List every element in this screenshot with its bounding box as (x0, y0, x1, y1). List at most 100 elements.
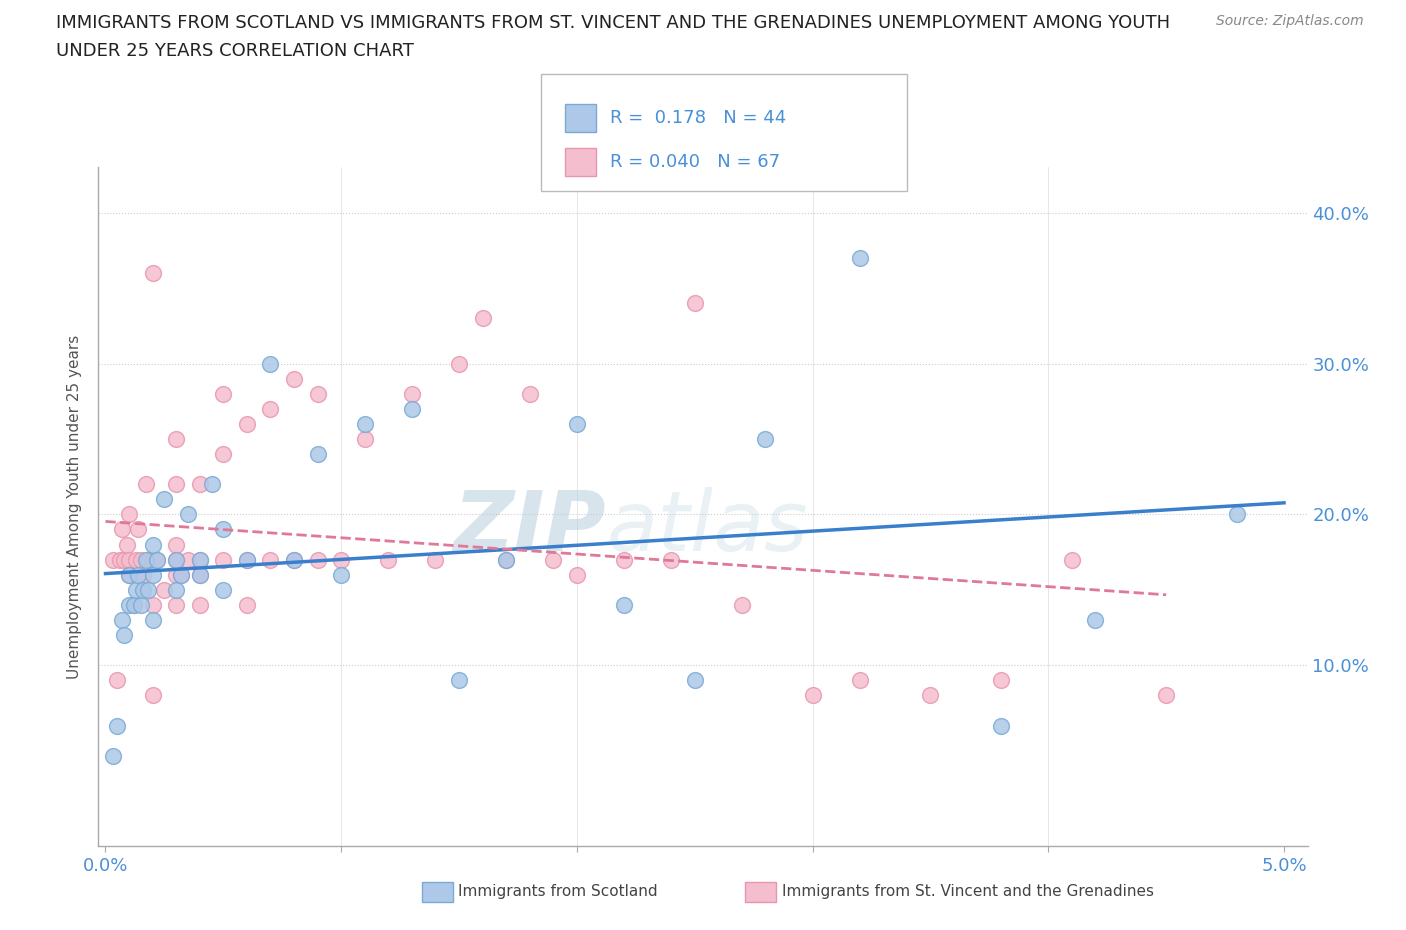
Point (401, 386, 423, 401)
Point (127, 522, 149, 537)
Point (112, 628, 135, 643)
Point (212, 522, 235, 537)
Point (153, 582, 176, 597)
Point (142, 538, 165, 552)
Point (236, 552, 259, 567)
Point (112, 552, 135, 567)
Point (132, 567, 155, 582)
Point (101, 749, 124, 764)
Point (105, 718, 128, 733)
Point (122, 597, 145, 612)
Point (330, 552, 353, 567)
Point (118, 567, 141, 582)
Point (118, 507, 141, 522)
Point (200, 477, 222, 492)
Point (165, 538, 187, 552)
Point (848, 250, 870, 265)
Point (353, 432, 375, 446)
Point (236, 417, 259, 432)
Point (142, 552, 165, 567)
Point (118, 597, 141, 612)
Y-axis label: Unemployment Among Youth under 25 years: Unemployment Among Youth under 25 years (67, 335, 83, 679)
Point (401, 402, 423, 417)
Point (353, 417, 375, 432)
Point (731, 597, 754, 612)
Point (146, 552, 169, 567)
Point (101, 552, 124, 567)
Point (259, 402, 281, 417)
Point (990, 718, 1012, 733)
Point (1060, 552, 1083, 567)
Point (170, 567, 193, 582)
Text: atlas: atlas (606, 486, 808, 567)
Point (212, 552, 235, 567)
Point (519, 386, 541, 401)
Point (188, 567, 211, 582)
Point (212, 446, 235, 461)
Point (125, 582, 148, 597)
Point (118, 567, 141, 582)
Point (170, 567, 193, 582)
Point (447, 673, 470, 688)
Point (1084, 613, 1107, 628)
Point (142, 597, 165, 612)
Point (212, 386, 235, 401)
Point (495, 552, 517, 567)
Point (283, 552, 305, 567)
Text: R = 0.040   N = 67: R = 0.040 N = 67 (610, 153, 780, 171)
Point (471, 311, 494, 325)
Text: IMMIGRANTS FROM SCOTLAND VS IMMIGRANTS FROM ST. VINCENT AND THE GRENADINES UNEMP: IMMIGRANTS FROM SCOTLAND VS IMMIGRANTS F… (56, 14, 1170, 32)
Point (177, 507, 200, 522)
Point (111, 613, 134, 628)
Text: ZIP: ZIP (454, 486, 606, 567)
Text: UNDER 25 YEARS CORRELATION CHART: UNDER 25 YEARS CORRELATION CHART (56, 42, 415, 60)
Point (122, 597, 145, 612)
Point (105, 673, 128, 688)
Point (683, 296, 706, 311)
Point (283, 552, 305, 567)
Point (212, 582, 235, 597)
Point (259, 356, 281, 371)
Point (135, 477, 157, 492)
Point (188, 552, 211, 567)
Point (142, 688, 165, 703)
Point (136, 552, 159, 567)
Point (111, 522, 134, 537)
Point (565, 567, 588, 582)
Text: Immigrants from Scotland: Immigrants from Scotland (458, 884, 658, 899)
Point (543, 552, 565, 567)
Point (754, 432, 776, 446)
Point (188, 552, 211, 567)
Point (127, 567, 149, 582)
Point (188, 477, 211, 492)
Point (129, 597, 152, 612)
Text: R =  0.178   N = 44: R = 0.178 N = 44 (610, 109, 786, 127)
Point (136, 582, 159, 597)
Point (283, 371, 305, 386)
Point (142, 266, 165, 281)
Point (165, 477, 187, 492)
Point (683, 673, 706, 688)
Point (165, 582, 187, 597)
Point (377, 552, 399, 567)
Point (118, 552, 141, 567)
Point (108, 552, 131, 567)
Point (142, 613, 165, 628)
Point (495, 552, 517, 567)
Point (165, 597, 187, 612)
Point (165, 552, 187, 567)
Point (115, 538, 138, 552)
Point (129, 552, 152, 567)
Point (659, 552, 682, 567)
Point (165, 567, 187, 582)
Point (132, 582, 155, 597)
Point (236, 552, 259, 567)
Point (307, 552, 329, 567)
Point (1226, 507, 1249, 522)
Point (135, 552, 157, 567)
Point (990, 673, 1012, 688)
Point (1154, 688, 1177, 703)
Point (153, 492, 176, 507)
Point (188, 567, 211, 582)
Point (613, 597, 636, 612)
